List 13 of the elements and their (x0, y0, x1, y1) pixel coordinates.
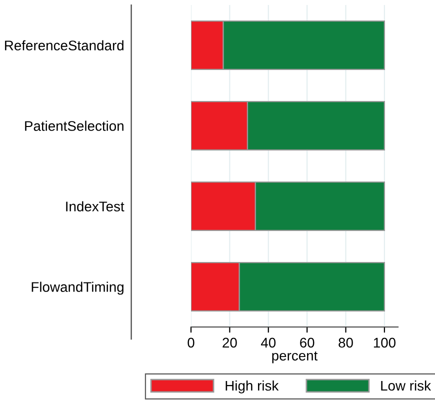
legend-label: Low risk (381, 380, 431, 391)
x-tick-label: 0 (188, 338, 194, 348)
y-tick-label: ReferenceStandard (5, 40, 124, 50)
x-tick-label: 60 (300, 338, 314, 348)
y-tick-label: PatientSelection (25, 120, 124, 131)
y-tick-label: IndexTest (66, 201, 124, 212)
y-tick-label: FlowandTiming (32, 282, 124, 295)
x-tick-label: 20 (222, 338, 237, 348)
legend-label: High risk (226, 380, 279, 394)
x-tick-label: 80 (338, 338, 353, 348)
x-axis-title: percent (272, 351, 318, 364)
x-tick-label: 100 (374, 338, 396, 348)
x-tick-label: 40 (260, 338, 276, 348)
